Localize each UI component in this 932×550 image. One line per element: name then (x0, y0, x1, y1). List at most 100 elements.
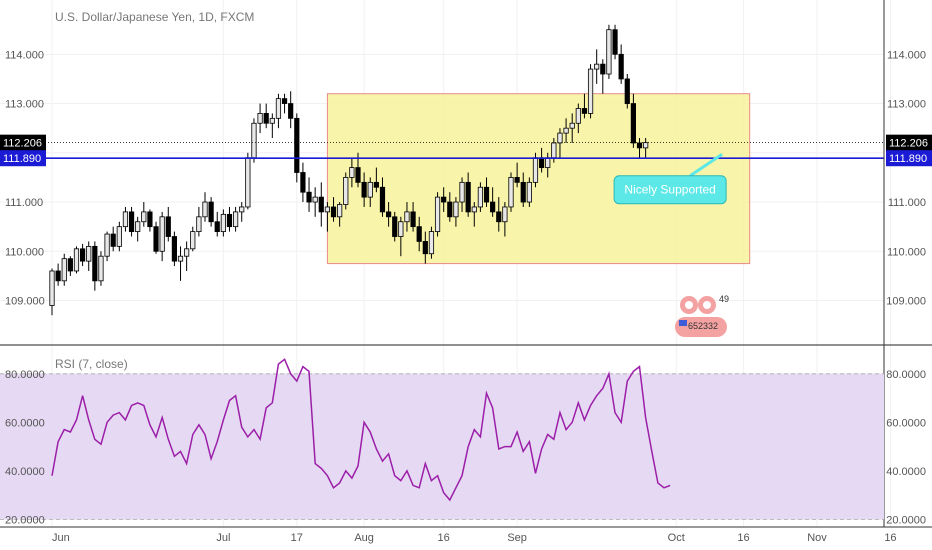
candle-body (55, 270, 61, 282)
candle (330, 197, 337, 222)
candle-body (343, 177, 349, 205)
candle (49, 268, 55, 316)
candle-body (636, 142, 643, 149)
candle (392, 211, 398, 242)
candle (61, 253, 67, 286)
candle-body (128, 211, 135, 232)
time-tick-label: 16 (438, 532, 450, 544)
logo-superscript: 49 (719, 294, 729, 304)
candle (128, 206, 135, 237)
axis-tick-label: 114.000 (5, 49, 44, 61)
candle (496, 197, 502, 232)
candle (159, 211, 165, 262)
price-badge-label: 112.206 (3, 138, 42, 150)
time-tick-label: 17 (291, 532, 303, 544)
candle-body (337, 204, 343, 218)
candle (92, 241, 98, 291)
candle (575, 103, 581, 134)
candle-body (385, 211, 392, 218)
candle-body (202, 201, 208, 218)
logo-pupil-right-icon (703, 301, 711, 309)
axis-tick-label: 109.000 (886, 296, 926, 308)
candle (86, 241, 92, 271)
candle (465, 172, 471, 217)
logo-mouth-icon (675, 317, 727, 337)
candle-body (171, 236, 177, 262)
candle (135, 216, 141, 242)
candle (410, 202, 416, 232)
price-badges: 112.206 112.206 111.890 111.890 (0, 134, 932, 167)
candle (147, 209, 153, 232)
publisher-logo: 49 652332 (675, 294, 729, 337)
candle (306, 177, 312, 212)
candle (526, 177, 532, 207)
candle-body (300, 172, 306, 193)
candle-body (563, 127, 569, 134)
axis-tick-label: 110.000 (5, 246, 44, 258)
candle (171, 231, 177, 267)
axis-tick-label: 60.0000 (886, 417, 926, 429)
candle-body (551, 142, 557, 159)
candle-body (288, 103, 294, 119)
axis-tick-label: 114.000 (887, 49, 926, 61)
price-badge-label: 112.206 (889, 138, 928, 150)
candle (459, 177, 465, 212)
candle-body (49, 270, 55, 306)
candle-body (520, 181, 526, 203)
annotation-callout[interactable]: Nicely Supported (613, 152, 727, 205)
annotation-box (613, 175, 727, 205)
candle-body (98, 255, 104, 282)
candle-body (67, 258, 73, 272)
candle-body (116, 226, 122, 247)
candle (220, 209, 226, 237)
candle (257, 103, 263, 134)
candle-body (122, 211, 129, 228)
candle (153, 221, 159, 254)
rsi-axis-right[interactable]: 80.0000 60.0000 40.0000 20.0000 (886, 369, 926, 527)
candle-body (110, 233, 116, 247)
candle-body (361, 181, 367, 198)
candle-body (184, 248, 190, 257)
candle-body (612, 29, 618, 55)
rsi-title: RSI (7, close) (55, 357, 128, 371)
axis-tick-label: 111.000 (888, 197, 926, 209)
candle-body (428, 231, 435, 255)
candle-body (147, 211, 153, 228)
time-tick-label: Aug (354, 532, 374, 544)
candle-body (545, 157, 551, 168)
candle-body (477, 186, 484, 208)
candle (502, 202, 508, 237)
candle (563, 118, 569, 143)
candle-body (581, 108, 588, 114)
time-axis[interactable]: Jun Jul 17 Aug 16 Sep Oct 16 Nov 16 (52, 532, 897, 544)
candle (239, 202, 245, 222)
candle (416, 216, 422, 252)
candle (141, 202, 147, 227)
candle (367, 177, 373, 207)
candle (373, 167, 379, 193)
candle-body (312, 196, 318, 203)
candle-body (104, 233, 110, 257)
candle (490, 187, 496, 217)
candle (116, 221, 122, 252)
candle (312, 187, 318, 217)
candle-body (379, 186, 386, 213)
candle (600, 59, 606, 94)
candle-body (208, 201, 214, 223)
candle (587, 64, 594, 119)
candle-body (318, 196, 324, 213)
candle-body (251, 122, 257, 159)
candle-body (532, 157, 539, 183)
candle (251, 118, 257, 163)
candle (98, 251, 104, 286)
candle (624, 74, 630, 109)
candle-body (490, 201, 496, 213)
candle-body (508, 177, 514, 208)
candle (428, 226, 435, 259)
candle-body (275, 98, 282, 119)
candle-body (459, 181, 465, 203)
candle-body (263, 113, 269, 124)
candle-body (594, 63, 600, 70)
candle (214, 211, 220, 237)
